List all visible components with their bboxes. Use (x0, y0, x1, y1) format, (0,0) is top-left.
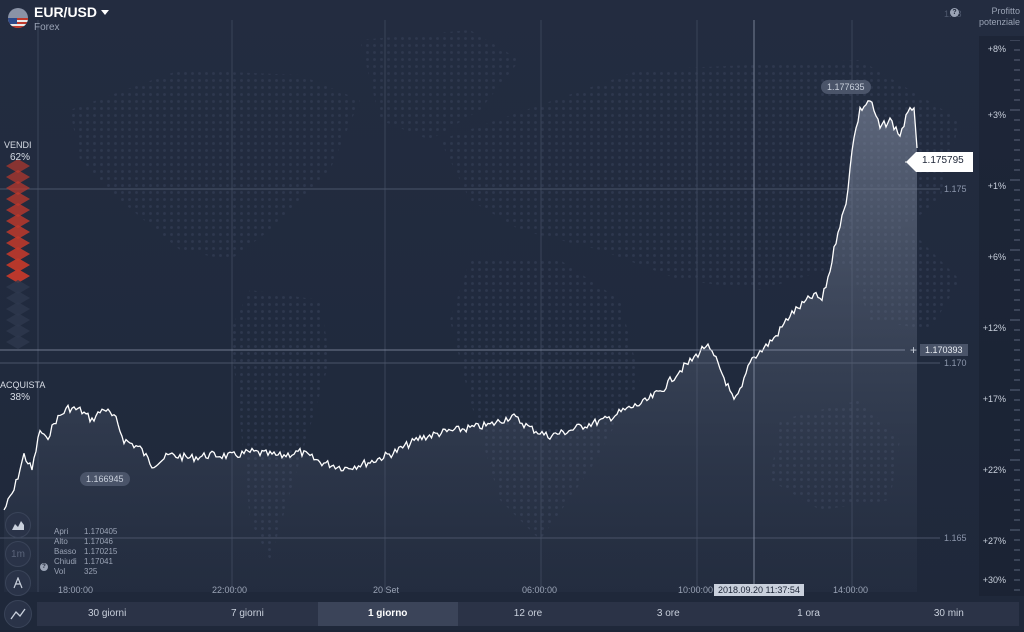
price-tick: 1.165 (944, 533, 967, 543)
ohlc-low-value: 1.170215 (84, 547, 118, 556)
buy-percent: 38% (10, 392, 31, 403)
profit-scale-label: +17% (982, 394, 1006, 404)
time-tick: 14:00:00 (833, 585, 869, 595)
price-tick: 1.170 (944, 358, 967, 368)
sentiment-diamond (6, 225, 30, 239)
tab-1-day[interactable]: 1 giorno (317, 602, 458, 626)
current-price-marker (905, 152, 973, 172)
tab-1-hour[interactable]: 1 ora (797, 608, 820, 619)
sentiment-diamond (6, 192, 30, 206)
ohlc-close-label: Chiudi (54, 557, 77, 566)
ohlc-vol-label: Vol (54, 567, 66, 576)
drawing-tool-icon[interactable] (5, 570, 31, 596)
time-tick: 06:00:00 (522, 585, 558, 595)
high-price-label: 1.177635 (821, 80, 871, 94)
ohlc-vol-value: 325 (84, 567, 98, 576)
sentiment-diamond (6, 302, 30, 316)
asset-category: Forex (34, 22, 60, 33)
tab-30-days[interactable]: 30 giorni (87, 608, 127, 619)
profit-scale-label: +12% (982, 323, 1006, 333)
profit-scale-label: +8% (987, 44, 1006, 54)
profit-scale-ticks (1010, 40, 1020, 591)
sentiment-diamond (6, 335, 30, 349)
tab-30-min[interactable]: 30 min (933, 608, 964, 619)
sentiment-diamond (6, 269, 30, 283)
sentiment-diamond (6, 160, 30, 173)
profit-scale-label: +30% (982, 575, 1006, 585)
sentiment-diamond (6, 181, 30, 195)
us-flag-icon (8, 8, 28, 28)
tab-3-hours[interactable]: 3 ore (656, 608, 680, 619)
low-price-label: 1.166945 (80, 472, 130, 486)
timeframe-button[interactable]: 1m (5, 541, 31, 567)
timeframe-tabs: 30 giorni 7 giorni 1 giorno 12 ore 3 ore… (37, 602, 1019, 626)
sentiment-diamond (6, 214, 30, 228)
question-icon[interactable]: ? (40, 563, 48, 571)
time-tick: 10:00:00 (678, 585, 714, 595)
current-price: 1.175795 (922, 155, 964, 166)
sentiment-diamond (6, 236, 30, 250)
time-tick: 22:00:00 (212, 585, 248, 595)
tab-7-days[interactable]: 7 giorni (231, 608, 264, 619)
indicator-icon[interactable] (4, 600, 32, 628)
tab-12-hours[interactable]: 12 ore (513, 608, 543, 619)
sentiment-diamond (6, 203, 30, 217)
profit-header: ? Profitto potenziale (950, 6, 1020, 28)
ohlc-open-value: 1.170405 (84, 527, 118, 536)
sentiment-diamond (6, 313, 30, 327)
time-tick: 18:00:00 (58, 585, 94, 595)
profit-scale-panel (979, 36, 1024, 596)
sentiment-diamond (6, 247, 30, 261)
crosshair: + (0, 20, 917, 592)
area-chart-icon[interactable] (5, 512, 31, 538)
profit-scale-label: +22% (982, 465, 1006, 475)
profit-scale-label: +6% (987, 252, 1006, 262)
crosshair-price: 1.170393 (920, 344, 968, 356)
time-tick: 20 Set (373, 585, 400, 595)
ohlc-high-label: Alto (54, 537, 68, 546)
price-line (3, 100, 918, 511)
ohlc-open-label: Apri (54, 527, 69, 536)
sentiment-diamond (6, 291, 30, 305)
sentiment-bar (6, 160, 30, 349)
crosshair-time: 2018.09.20 11:37:54 (714, 584, 804, 596)
profit-header-line2: potenziale (978, 17, 1020, 27)
sell-percent: 62% (10, 152, 31, 163)
price-area (4, 100, 917, 593)
ohlc-panel: Apri 1.170405 Alto 1.17046 Basso 1.170215 C… (54, 527, 117, 577)
asset-name[interactable]: EUR/USD (34, 4, 98, 20)
chevron-down-icon[interactable] (101, 9, 110, 15)
profit-scale-label: +27% (982, 536, 1006, 546)
profit-scale-label: +1% (987, 181, 1006, 191)
svg-text:+: + (910, 343, 917, 357)
ohlc-close-value: 1.17041 (84, 557, 113, 566)
sentiment-diamond (6, 170, 30, 184)
sell-label: VENDI (4, 140, 32, 150)
ohlc-low-label: Basso (54, 547, 77, 556)
question-icon[interactable]: ? (950, 8, 959, 17)
profit-header-line1: Profitto (991, 6, 1020, 16)
asset-header[interactable]: EUR/USD Forex (8, 4, 110, 33)
ohlc-high-value: 1.17046 (84, 537, 113, 546)
sentiment-diamond (6, 258, 30, 272)
price-tick: 1.175 (944, 184, 967, 194)
buy-label: ACQUISTA (0, 380, 46, 390)
sentiment-diamond (6, 280, 30, 294)
sentiment-diamond (6, 324, 30, 338)
profit-scale-label: +3% (987, 110, 1006, 120)
